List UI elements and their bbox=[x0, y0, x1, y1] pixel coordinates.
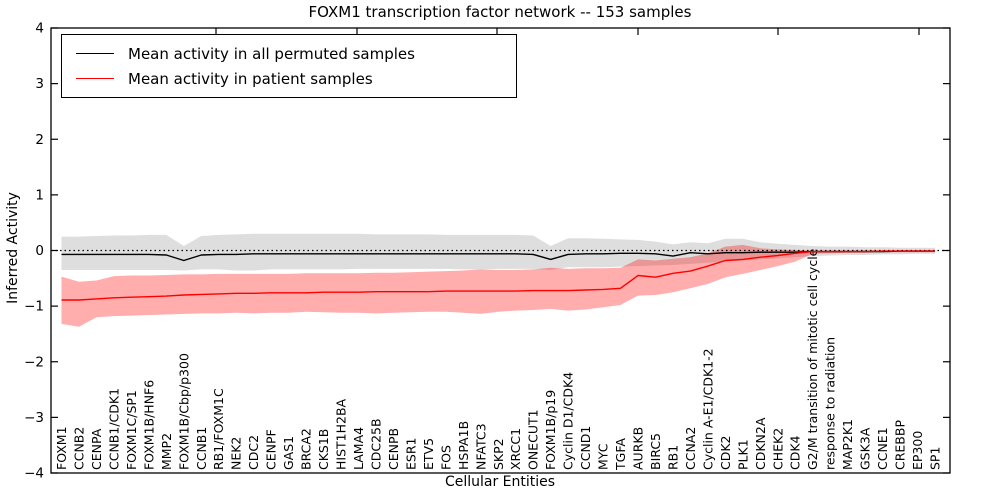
x-tick-label: NFATC3 bbox=[473, 423, 488, 470]
x-tick-label: AURKB bbox=[631, 427, 646, 470]
x-tick-label: CENPA bbox=[89, 428, 104, 470]
x-tick-label: XRCC1 bbox=[508, 428, 523, 470]
x-tick-label: GAS1 bbox=[281, 436, 296, 470]
x-tick-label: SKP2 bbox=[491, 438, 506, 470]
legend: Mean activity in all permuted samples Me… bbox=[61, 34, 517, 98]
x-tick-label: CKS1B bbox=[316, 429, 331, 470]
x-tick-label: GSK3A bbox=[858, 427, 873, 470]
x-tick-label: response to radiation bbox=[823, 337, 838, 470]
x-tick-label: FOS bbox=[438, 445, 453, 470]
x-tick-label: ETV5 bbox=[421, 438, 436, 470]
x-tick-label: Cyclin A-E1/CDK1-2 bbox=[700, 348, 715, 470]
permuted-band bbox=[61, 233, 935, 271]
x-tick-label: RB1/FOXM1C bbox=[211, 388, 226, 470]
patient-line-swatch bbox=[76, 78, 114, 79]
x-tick-label: BRCA2 bbox=[299, 428, 314, 470]
y-tick-label: 0 bbox=[35, 243, 44, 259]
y-tick-label: 1 bbox=[35, 187, 44, 203]
x-tick-label: FOXM1 bbox=[54, 426, 69, 470]
x-tick-label: NEK2 bbox=[229, 437, 244, 470]
x-tick-label: FOXM1C/SP1 bbox=[124, 390, 139, 470]
x-tick-label: ONECUT1 bbox=[526, 409, 541, 470]
x-tick-label: CENPB bbox=[386, 428, 401, 470]
x-tick-label: MAP2K1 bbox=[840, 419, 855, 470]
legend-label-patient: Mean activity in patient samples bbox=[128, 69, 373, 88]
x-tick-label: CCNE1 bbox=[875, 427, 890, 470]
x-tick-label: CDK2 bbox=[718, 435, 733, 470]
x-tick-label: BIRC5 bbox=[648, 433, 663, 470]
x-tick-label: RB1 bbox=[665, 445, 680, 470]
legend-item-patient: Mean activity in patient samples bbox=[74, 70, 504, 88]
x-tick-label: CCNB1/CDK1 bbox=[106, 388, 121, 470]
x-tick-label: CENPF bbox=[264, 429, 279, 470]
x-tick-label: CDC25B bbox=[368, 418, 383, 470]
x-tick-label: CDKN2A bbox=[753, 417, 768, 470]
x-tick-label: HSPA1B bbox=[456, 421, 471, 470]
x-tick-label: FOXM1B/HNF6 bbox=[141, 380, 156, 470]
x-tick-label: CCND1 bbox=[578, 426, 593, 470]
y-tick-label: 4 bbox=[35, 21, 44, 37]
y-tick-label: −4 bbox=[24, 466, 44, 482]
x-tick-label: CHEK2 bbox=[770, 428, 785, 470]
y-tick-label: −3 bbox=[24, 410, 44, 426]
legend-item-permuted: Mean activity in all permuted samples bbox=[74, 45, 504, 63]
x-tick-label: FOXM1B/p19 bbox=[543, 390, 558, 470]
x-tick-label: MMP2 bbox=[159, 433, 174, 470]
x-tick-label: CCNB1 bbox=[194, 427, 209, 470]
x-tick-label: FOXM1B/Cbp/p300 bbox=[176, 353, 191, 470]
permuted-line bbox=[61, 250, 935, 262]
x-tick-label: TGFA bbox=[613, 438, 628, 471]
x-tick-label: EP300 bbox=[910, 431, 925, 470]
x-tick-label: G2/M transition of mitotic cell cycle bbox=[805, 248, 820, 470]
x-axis-title: Cellular Entities bbox=[444, 474, 556, 490]
x-tick-label: SP1 bbox=[928, 447, 943, 470]
x-tick-label: PLK1 bbox=[735, 439, 750, 470]
x-tick-label: CDC2 bbox=[246, 435, 261, 470]
patient-line bbox=[61, 250, 935, 301]
y-tick-label: −2 bbox=[24, 354, 44, 370]
legend-label-permuted: Mean activity in all permuted samples bbox=[128, 44, 415, 63]
x-tick-label: HIST1H2BA bbox=[334, 398, 349, 470]
x-tick-label: CCNB2 bbox=[71, 427, 86, 470]
y-tick-label: 2 bbox=[35, 132, 44, 148]
x-tick-label: CDK4 bbox=[788, 435, 803, 470]
x-tick-label: LAMA4 bbox=[351, 427, 366, 470]
chart-title: FOXM1 transcription factor network -- 15… bbox=[308, 3, 692, 21]
y-tick-label: 3 bbox=[35, 76, 44, 92]
y-axis-title: Inferred Activity bbox=[5, 192, 21, 304]
permuted-line-swatch bbox=[76, 53, 114, 54]
x-tick-label: Cyclin D1/CDK4 bbox=[561, 372, 576, 470]
x-tick-label: CCNA2 bbox=[683, 427, 698, 470]
x-tick-label: MYC bbox=[596, 443, 611, 470]
y-tick-label: −1 bbox=[24, 299, 44, 315]
x-tick-label: ESR1 bbox=[403, 438, 418, 470]
x-tick-label: CREBBP bbox=[893, 420, 908, 470]
patient-band bbox=[61, 244, 935, 327]
